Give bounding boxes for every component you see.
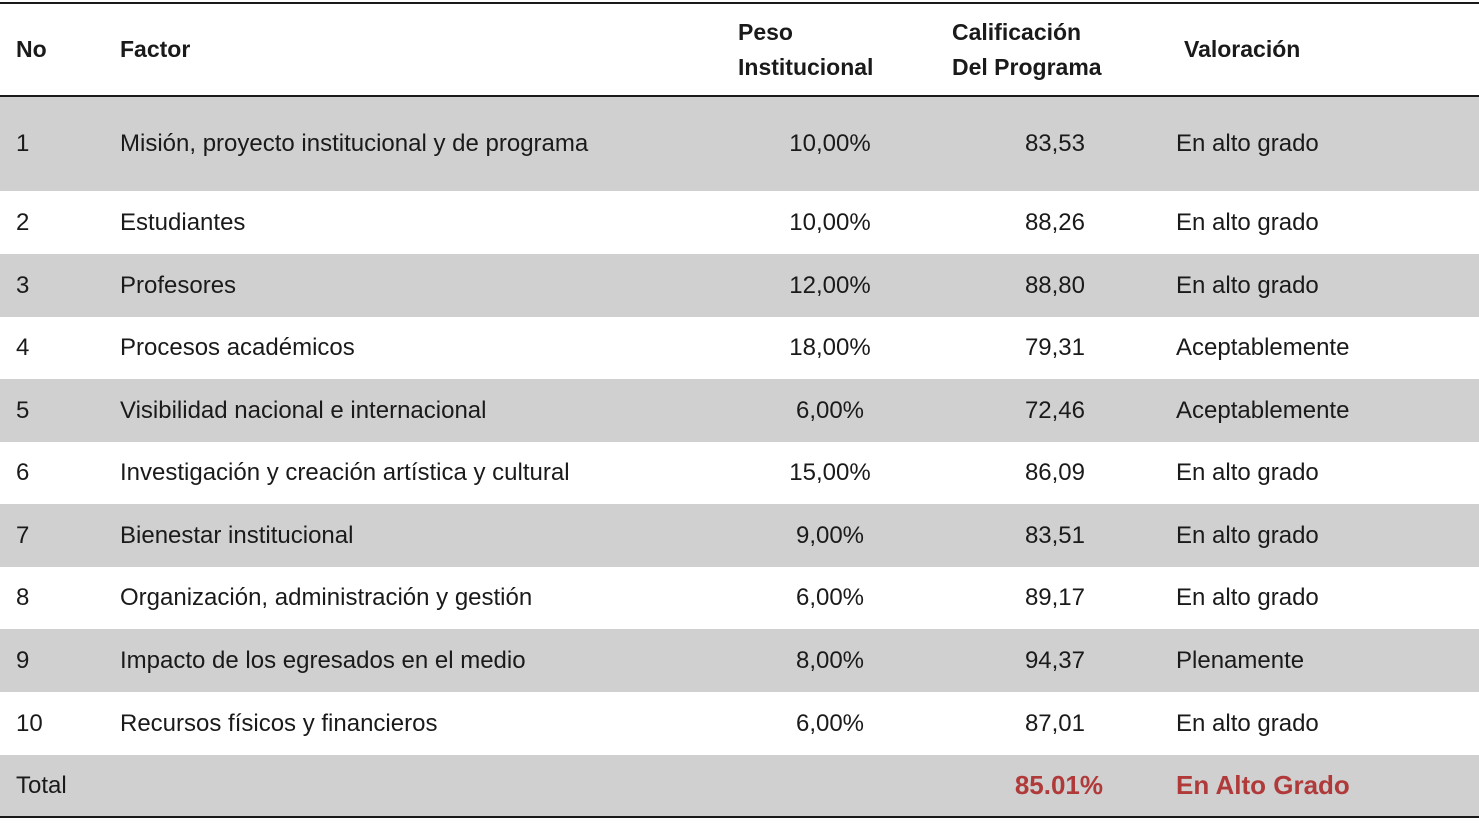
row-no: 10: [16, 709, 43, 737]
row-valoracion: Aceptablemente: [1176, 396, 1350, 424]
total-valoracion: En Alto Grado: [1176, 770, 1350, 800]
table-row: 6 Investigación y creación artística y c…: [0, 442, 1479, 504]
row-peso: 10,00%: [789, 208, 871, 236]
row-calificacion: 79,31: [1024, 334, 1085, 361]
table-row: 4 Procesos académicos 18,00% 79,31 Acept…: [0, 317, 1479, 379]
row-factor: Impacto de los egresados en el medio: [120, 646, 526, 674]
row-calificacion: 89,17: [1024, 584, 1085, 611]
row-factor: Organización, administración y gestión: [120, 584, 533, 611]
header-peso-line2: Institucional: [738, 53, 874, 80]
row-factor: Procesos académicos: [120, 334, 355, 361]
table-bottom-rule: [0, 816, 1479, 818]
total-label: Total: [16, 771, 67, 799]
row-valoracion: En alto grado: [1176, 271, 1319, 299]
row-calificacion: 94,37: [1024, 646, 1085, 674]
total-calificacion: 85.01%: [1014, 770, 1103, 800]
header-valoracion-label: Valoración: [1184, 36, 1301, 62]
row-peso: 10,00%: [789, 130, 871, 157]
row-factor: Bienestar institucional: [120, 521, 354, 549]
row-peso: 12,00%: [789, 271, 871, 299]
row-peso: 6,00%: [795, 396, 865, 424]
header-calificacion: Calificación Del Programa: [952, 4, 1172, 95]
table-row: 9 Impacto de los egresados en el medio 8…: [0, 629, 1479, 692]
row-factor: Recursos físicos y financieros: [120, 709, 438, 737]
header-no-label: No: [16, 36, 47, 62]
table-row: 1 Misión, proyecto institucional y de pr…: [0, 97, 1479, 191]
row-peso: 18,00%: [789, 334, 871, 361]
row-calificacion: 86,09: [1024, 459, 1085, 486]
row-calificacion: 87,01: [1024, 709, 1085, 737]
table-header-row: No Factor Peso Institucional Calificació…: [0, 4, 1479, 95]
table-row: 2 Estudiantes 10,00% 88,26 En alto grado: [0, 191, 1479, 254]
row-peso: 6,00%: [795, 584, 865, 611]
row-factor: Estudiantes: [120, 208, 246, 236]
row-peso: 9,00%: [795, 521, 865, 549]
row-valoracion: Plenamente: [1176, 646, 1305, 674]
row-no: 2: [16, 208, 30, 236]
total-row: Total 85.01% En Alto Grado: [0, 755, 1479, 816]
table-row: 7 Bienestar institucional 9,00% 83,51 En…: [0, 504, 1479, 567]
row-calificacion: 88,26: [1024, 208, 1085, 236]
row-peso: 6,00%: [795, 709, 865, 737]
header-rule: [0, 95, 1479, 97]
row-factor: Visibilidad nacional e internacional: [120, 396, 487, 424]
row-no: 5: [16, 396, 30, 424]
header-calif-line1: Calificación: [952, 18, 1082, 45]
row-factor: Investigación y creación artística y cul…: [120, 459, 570, 486]
header-peso: Peso Institucional: [738, 4, 938, 95]
header-calif-line2: Del Programa: [952, 53, 1102, 80]
header-peso-line1: Peso: [738, 18, 793, 45]
row-valoracion: En alto grado: [1176, 130, 1319, 157]
row-valoracion: En alto grado: [1176, 521, 1319, 549]
row-valoracion: En alto grado: [1176, 459, 1319, 486]
table-row: 8 Organización, administración y gestión…: [0, 567, 1479, 629]
row-calificacion: 83,53: [1024, 130, 1085, 157]
header-valoracion: Valoración: [1184, 4, 1300, 95]
row-peso: 15,00%: [789, 459, 871, 486]
row-no: 9: [16, 646, 30, 674]
row-no: 8: [16, 584, 30, 611]
table-body: 1 Misión, proyecto institucional y de pr…: [0, 97, 1479, 816]
row-no: 1: [16, 130, 30, 157]
header-factor-label: Factor: [120, 36, 191, 62]
table-top-rule: [0, 2, 1479, 4]
table-row: 3 Profesores 12,00% 88,80 En alto grado: [0, 254, 1479, 317]
row-no: 4: [16, 334, 30, 361]
header-factor: Factor: [120, 4, 190, 95]
row-valoracion: En alto grado: [1176, 208, 1319, 236]
table-row: 5 Visibilidad nacional e internacional 6…: [0, 379, 1479, 442]
row-no: 6: [16, 459, 30, 486]
row-no: 7: [16, 521, 30, 549]
row-factor: Profesores: [120, 271, 237, 299]
row-factor: Misión, proyecto institucional y de prog…: [120, 130, 589, 157]
header-no: No: [16, 4, 47, 95]
row-peso: 8,00%: [795, 646, 865, 674]
row-no: 3: [16, 271, 30, 299]
row-valoracion: Aceptablemente: [1176, 334, 1350, 361]
table-row: 10 Recursos físicos y financieros 6,00% …: [0, 692, 1479, 755]
row-valoracion: En alto grado: [1176, 584, 1319, 611]
row-calificacion: 83,51: [1024, 521, 1085, 549]
row-calificacion: 72,46: [1024, 396, 1085, 424]
row-valoracion: En alto grado: [1176, 709, 1319, 737]
row-calificacion: 88,80: [1024, 271, 1085, 299]
